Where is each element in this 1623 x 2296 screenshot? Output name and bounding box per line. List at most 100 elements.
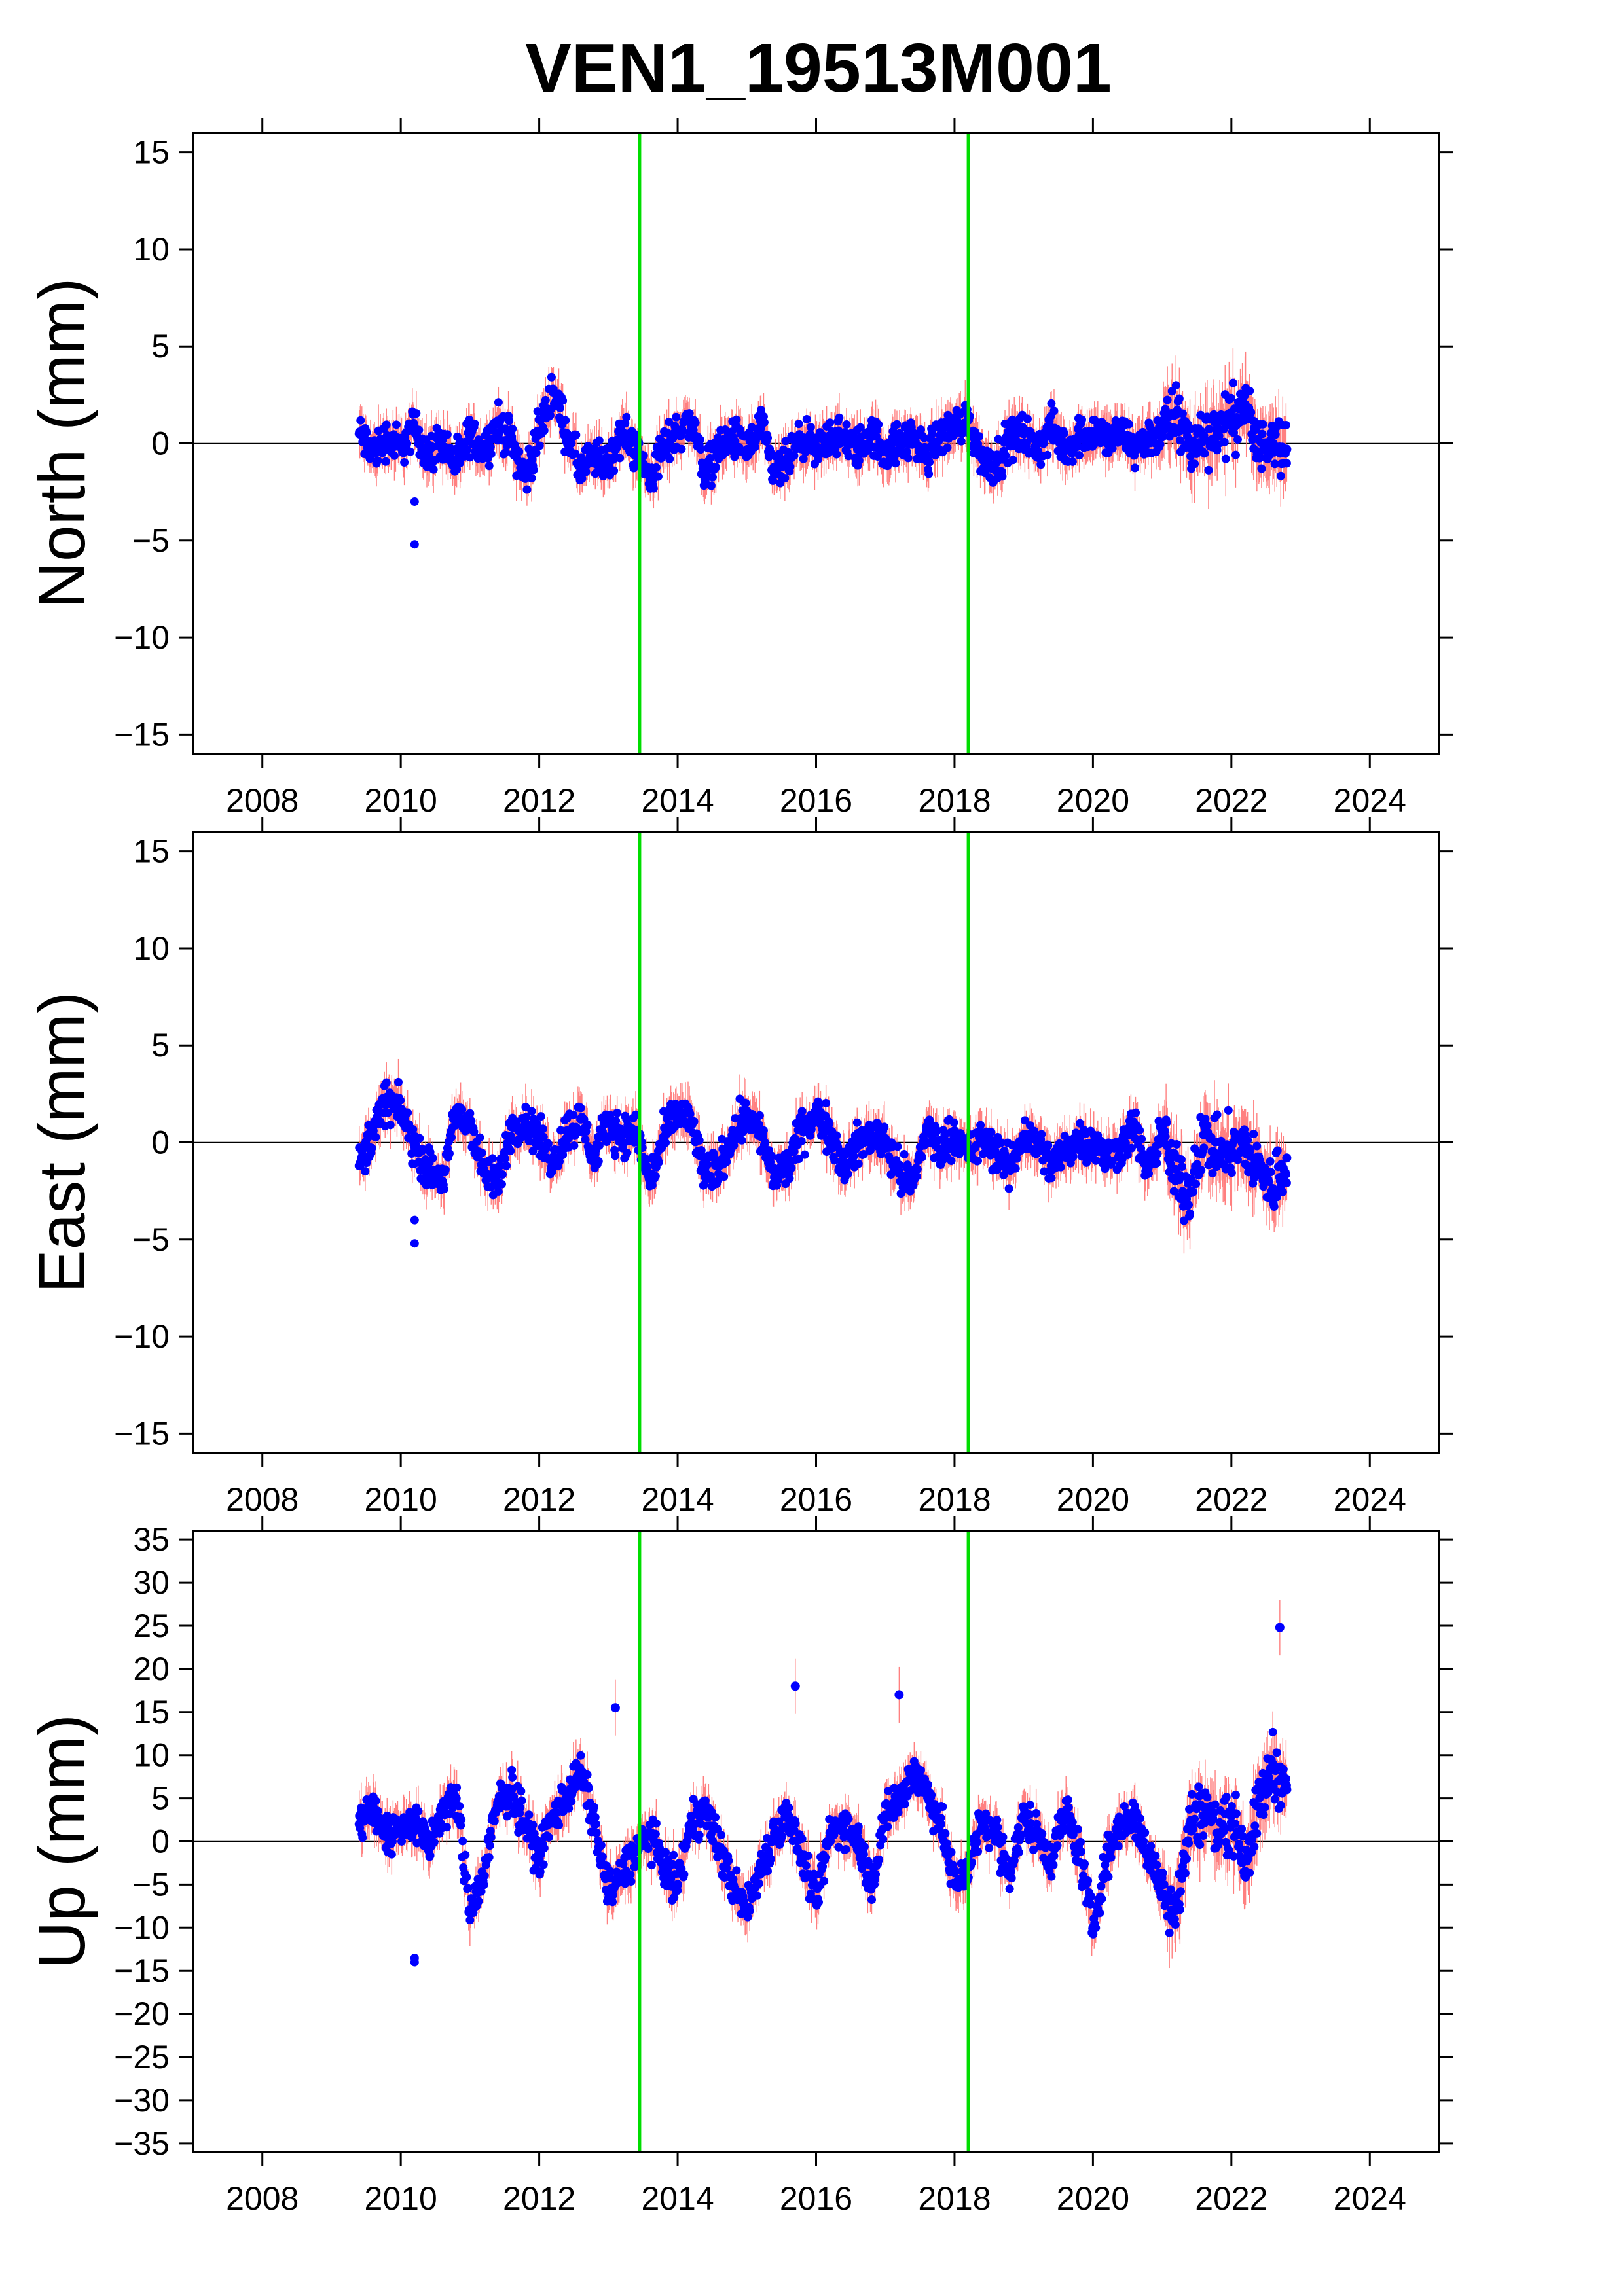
data-point (506, 1146, 515, 1155)
data-point (501, 448, 511, 457)
data-point (639, 451, 648, 460)
data-point (1178, 409, 1187, 418)
data-point (1175, 394, 1184, 403)
data-point (498, 1170, 507, 1179)
data-point (548, 384, 558, 394)
data-point (590, 454, 600, 464)
data-point (665, 418, 674, 427)
data-point (367, 1143, 376, 1153)
data-point (1281, 421, 1290, 430)
data-point (1254, 448, 1264, 458)
data-point (1074, 431, 1084, 440)
data-point (534, 427, 544, 437)
data-point (1231, 450, 1240, 459)
data-point (854, 456, 864, 465)
panels: 2008 2010 2012 2014 2016 2018 2020 2022 2024 −15 −… (26, 118, 1453, 2217)
y-axis-label: North (mm) (26, 278, 99, 609)
data-point (532, 448, 541, 457)
data-point (470, 419, 479, 428)
data-point (760, 1138, 769, 1147)
data-point (754, 1120, 763, 1129)
data-point (463, 445, 472, 454)
data-point (356, 416, 365, 425)
data-point (439, 1185, 448, 1194)
data-point (1213, 423, 1222, 433)
data-point (722, 1157, 731, 1166)
data-point (1240, 400, 1250, 410)
data-point (839, 435, 848, 444)
data-point (622, 412, 631, 422)
data-point (739, 1127, 748, 1136)
data-point (894, 439, 904, 448)
data-point (742, 446, 752, 456)
data-point (695, 1136, 704, 1145)
data-point (475, 1133, 484, 1142)
data-point (706, 481, 716, 490)
y-tick-label: 0 (151, 425, 170, 462)
data-point (415, 1134, 424, 1143)
data-point (919, 433, 928, 442)
y-tick-label: −10 (114, 619, 170, 656)
data-point (373, 456, 382, 465)
data-point (867, 429, 877, 439)
data-point (874, 420, 883, 429)
data-point (732, 415, 741, 424)
data-point (695, 435, 704, 444)
data-point (852, 444, 862, 454)
data-point (508, 424, 517, 433)
data-point (447, 1133, 456, 1142)
extreme-point (410, 540, 419, 549)
data-point (1282, 444, 1292, 454)
data-point (1036, 460, 1046, 469)
x-tick-label: 2014 (641, 782, 714, 819)
x-tick-label: 2020 (1057, 782, 1129, 819)
data-point (381, 457, 390, 466)
data-point (685, 1109, 695, 1119)
data-point (811, 448, 821, 458)
data-point (701, 476, 710, 486)
data-point (1282, 459, 1291, 468)
data-point (806, 423, 815, 432)
data-point (486, 450, 496, 459)
data-point (1012, 429, 1021, 439)
data-point (696, 445, 705, 454)
extreme-point (410, 497, 419, 506)
data-point (949, 421, 959, 431)
data-point (1199, 431, 1209, 440)
data-point (536, 1112, 545, 1121)
data-point (441, 1165, 450, 1174)
data-point (558, 396, 568, 405)
data-point (576, 1103, 585, 1113)
data-point (781, 437, 790, 446)
data-point (581, 1135, 590, 1144)
data-point (528, 455, 537, 464)
data-point (570, 1141, 579, 1150)
data-point (393, 1077, 403, 1086)
data-point (1204, 465, 1213, 475)
data-point (615, 454, 625, 463)
data-point (1258, 429, 1267, 439)
data-point (528, 1147, 538, 1156)
x-tick-label: 2024 (1334, 782, 1406, 819)
x-tick-label: 2012 (503, 782, 575, 819)
data-point (543, 1139, 553, 1149)
data-point (672, 412, 681, 422)
data-point (1124, 420, 1133, 429)
data-point (547, 372, 556, 382)
data-point (465, 1109, 475, 1118)
data-point (728, 433, 738, 442)
data-point (673, 427, 683, 437)
data-point (396, 442, 406, 452)
data-point (1032, 446, 1042, 456)
data-point (631, 1110, 640, 1119)
data-point (826, 418, 835, 427)
data-point (844, 452, 853, 461)
data-point (1247, 408, 1256, 417)
x-tick-label: 2010 (365, 782, 437, 819)
data-point (991, 458, 1001, 468)
data-point (409, 1125, 418, 1134)
data-point (594, 436, 604, 445)
data-point (687, 415, 697, 425)
data-point (925, 457, 934, 467)
data-point (1074, 451, 1084, 460)
